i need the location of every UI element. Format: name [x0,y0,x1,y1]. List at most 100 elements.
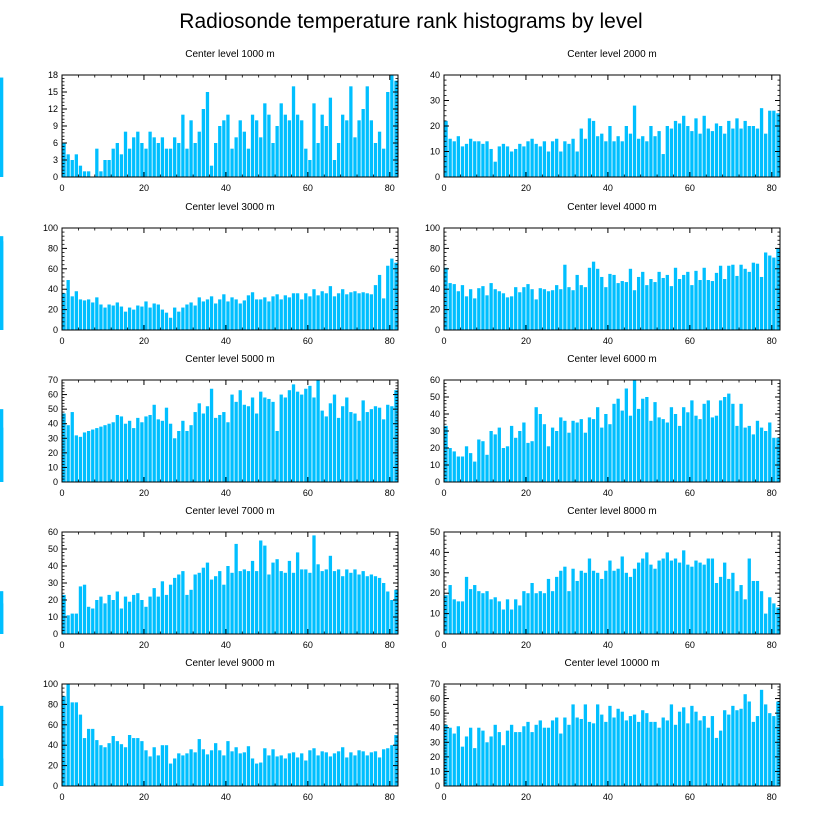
x-tick-label: 0 [441,640,446,650]
histogram-bar [214,417,218,482]
histogram-bar [587,721,592,786]
histogram-bar [485,742,489,786]
histogram-bar [279,755,283,786]
histogram-bar [620,281,624,330]
histogram-bar [612,403,616,482]
histogram-panel: Center level 1000 m 0 20 40 60 80 0 3 6 9 12 15 18 [48,49,399,193]
histogram-bar [267,301,271,330]
histogram-bar [567,287,571,330]
y-tick-label: 60 [48,390,58,400]
histogram-bar [156,596,160,634]
histogram-bar [283,572,287,634]
histogram-bar [259,137,263,177]
histogram-bar [218,750,222,786]
histogram-bar [349,752,353,786]
histogram-bar [377,757,382,786]
histogram-bar [279,103,283,177]
histogram-bar [283,295,287,330]
histogram-bar [714,583,719,634]
histogram-bar [185,431,189,482]
x-tick-label: 60 [303,183,313,193]
histogram-bar [263,297,267,330]
x-tick-label: 0 [59,640,64,650]
x-tick-label: 80 [767,792,777,802]
histogram-bar [160,137,165,177]
histogram-panel: Center level 7000 m 0 20 40 60 80 0 10 20 30 40 50 6… [0,506,399,650]
histogram-bar [608,560,612,634]
plot-frame [443,227,781,331]
histogram-bar [673,724,678,786]
histogram-bar [591,570,596,634]
histogram-bar [238,120,242,177]
histogram-bar [727,265,731,330]
histogram-bar [509,151,514,177]
histogram-bar [505,730,510,786]
histogram-bar [0,77,4,177]
histogram-bar [587,267,592,330]
histogram-bar [99,171,103,177]
histogram-bar [567,143,571,177]
y-tick-label: 18 [48,70,58,80]
y-tick-label: 30 [430,96,440,106]
histogram-bar [481,593,485,634]
histogram-bar [579,570,583,634]
histogram-bar [448,585,452,634]
histogram-bar [534,299,538,330]
x-tick-label: 0 [59,792,64,802]
histogram-bar [160,581,165,634]
histogram-bar [287,297,292,330]
histogram-bar [320,114,324,177]
histogram-bar [526,442,530,482]
histogram-bar [238,390,242,482]
histogram-bar [624,572,628,634]
y-tick-label: 0 [435,477,440,487]
histogram-bar [173,307,177,330]
histogram-bar [497,146,501,177]
histogram-bar [250,114,255,177]
histogram-bar [205,299,210,330]
y-tick-label: 50 [430,708,440,718]
histogram-bar [550,427,555,482]
histogram-bar [616,136,620,177]
histogram-bar [361,400,365,482]
histogram-bar [563,566,567,634]
histogram-bar [493,289,497,330]
histogram-bar [201,413,206,482]
histogram-bar [518,732,522,786]
histogram-bar [596,268,600,330]
histogram-bar [242,404,246,482]
histogram-bar [632,105,637,177]
histogram-bar [772,257,776,330]
histogram-bar [365,755,369,786]
histogram-bar [250,758,255,786]
histogram-bar [291,572,296,634]
histogram-bar [132,738,136,786]
y-tick-label: 80 [48,699,58,709]
histogram-bar [185,753,189,786]
histogram-bar [710,558,715,634]
histogram-bar [682,407,686,482]
panel-title: Center level 8000 m [567,506,657,517]
histogram-bar [164,312,169,330]
y-tick-label: 40 [430,723,440,733]
histogram-bar [694,270,698,330]
histogram-bar [735,591,739,634]
histogram-bar [390,258,394,330]
histogram-bar [226,741,230,786]
x-tick-label: 60 [685,792,695,802]
histogram-bar [324,126,328,177]
histogram-bar [768,422,772,482]
histogram-bar [123,596,128,634]
histogram-bar [267,755,271,786]
histogram-bar [209,750,214,786]
y-tick-label: 50 [48,404,58,414]
histogram-bar [283,114,287,177]
histogram-bar [677,711,682,786]
histogram-bar [673,558,678,634]
histogram-bar [452,451,456,482]
histogram-bar [246,406,251,482]
histogram-bar [115,591,119,634]
histogram-bar [718,576,723,634]
x-tick-label: 60 [685,640,695,650]
histogram-bar [514,732,518,786]
